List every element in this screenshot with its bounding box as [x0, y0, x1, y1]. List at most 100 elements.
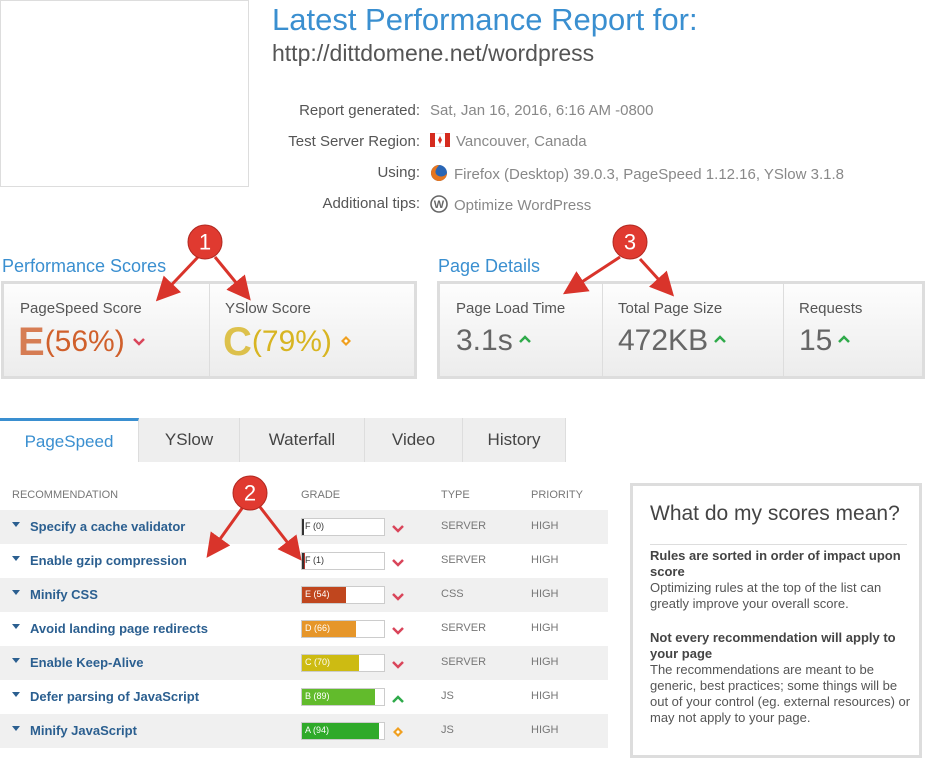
priority: HIGH: [531, 622, 559, 634]
grade-label: F (0): [305, 521, 324, 531]
report-url[interactable]: http://dittdomene.net/wordpress: [272, 40, 595, 66]
type: SERVER: [441, 554, 487, 566]
recommendation-row: Defer parsing of JavaScript B (89) JS HIGH: [0, 680, 608, 714]
site-thumbnail: [0, 0, 249, 187]
sidebar-title: What do my scores mean?: [650, 502, 900, 525]
grade-label: C (70): [305, 657, 331, 667]
priority: HIGH: [531, 588, 559, 600]
score-label: PageSpeed Score: [20, 300, 142, 317]
recommendation-name[interactable]: Enable gzip compression: [30, 553, 187, 568]
type: JS: [441, 724, 454, 736]
info-text: Vancouver, Canada: [456, 133, 587, 150]
column-header: TYPE: [441, 489, 470, 501]
grade-bar: C (70): [301, 654, 385, 672]
flag-icon: [429, 132, 451, 151]
column-header: RECOMMENDATION: [12, 489, 119, 501]
up-icon: [714, 331, 726, 349]
detail-value: 472KB: [618, 324, 726, 358]
tab[interactable]: Video: [365, 418, 463, 462]
recommendation-row: Enable gzip compression F (1) SERVER HIGH: [0, 544, 608, 578]
recommendation-name[interactable]: Defer parsing of JavaScript: [30, 689, 200, 704]
grade-fill: [302, 621, 357, 637]
info-label: Using:: [377, 164, 420, 181]
score-cell: YSlow Score C(79%): [209, 284, 415, 376]
grade-fill: [302, 553, 305, 569]
type: SERVER: [441, 520, 487, 532]
sidebar-section: Rules are sorted in order of impact upon…: [650, 548, 915, 612]
type: SERVER: [441, 656, 487, 668]
grade-bar: E (54): [301, 586, 385, 604]
recommendation-name[interactable]: Avoid landing page redirects: [30, 621, 208, 636]
recommendation-row: Enable Keep-Alive C (70) SERVER HIGH: [0, 646, 608, 680]
recommendation-name[interactable]: Specify a cache validator: [30, 519, 186, 534]
grade-fill: [302, 519, 304, 535]
recommendation-row: Minify CSS E (54) CSS HIGH: [0, 578, 608, 612]
priority: HIGH: [531, 724, 559, 736]
info-text: Sat, Jan 16, 2016, 6:16 AM -0800: [430, 102, 654, 119]
info-text: Firefox (Desktop) 39.0.3, PageSpeed 1.12…: [454, 165, 844, 183]
tab[interactable]: History: [463, 418, 566, 462]
grade-bar: A (94): [301, 722, 385, 740]
wordpress-icon: W: [430, 195, 448, 217]
up-icon: [392, 691, 404, 709]
info-label: Report generated:: [299, 102, 420, 119]
same-icon: [392, 725, 404, 743]
section-title: Page Details: [438, 256, 541, 276]
down-icon: [392, 589, 404, 607]
svg-text:W: W: [434, 199, 445, 211]
detail-number: 3.1s: [456, 324, 513, 357]
detail-value: 3.1s: [456, 324, 531, 358]
grade-label: A (94): [305, 725, 330, 735]
score-label: YSlow Score: [225, 300, 311, 317]
score-grade: E: [18, 320, 45, 364]
info-text: Optimize WordPress: [454, 196, 592, 214]
tab[interactable]: PageSpeed: [0, 418, 139, 462]
tab[interactable]: YSlow: [139, 418, 240, 462]
score-grade: C: [223, 320, 252, 364]
column-header: PRIORITY: [531, 489, 583, 501]
details-box: Page Load Time 3.1s Total Page Size 472KB Re…: [437, 281, 925, 379]
grade-fill: [302, 587, 347, 603]
column-header: GRADE: [301, 489, 341, 501]
detail-cell: Page Load Time 3.1s: [440, 284, 603, 376]
down-icon: [392, 521, 404, 539]
section-title: Performance Scores: [2, 256, 167, 276]
firefox-icon: [430, 164, 448, 186]
info-value: Sat, Jan 16, 2016, 6:16 AM -0800: [430, 102, 654, 119]
recommendation-name[interactable]: Enable Keep-Alive: [30, 655, 144, 670]
down-icon: [392, 555, 404, 573]
info-label: Test Server Region:: [288, 133, 420, 150]
tab[interactable]: Waterfall: [240, 418, 365, 462]
priority: HIGH: [531, 554, 559, 566]
detail-number: 15: [799, 324, 833, 357]
expand-caret: [12, 624, 20, 629]
expand-caret: [12, 590, 20, 595]
recommendation-row: Minify JavaScript A (94) JS HIGH: [0, 714, 608, 748]
priority: HIGH: [531, 520, 559, 532]
score-value: C(79%): [223, 320, 352, 365]
annotation-number: 3: [624, 230, 636, 255]
type: CSS: [441, 588, 464, 600]
recommendation-name[interactable]: Minify JavaScript: [30, 723, 137, 738]
grade-label: D (66): [305, 623, 331, 633]
sidebar-heading: Rules are sorted in order of impact upon…: [650, 548, 901, 579]
recommendation-name[interactable]: Minify CSS: [30, 587, 98, 602]
expand-caret: [12, 726, 20, 731]
detail-number: 472KB: [618, 324, 709, 357]
up-icon: [518, 331, 531, 349]
up-icon: [838, 331, 851, 349]
down-icon: [392, 623, 404, 641]
score-value: E(56%): [18, 320, 145, 365]
detail-label: Page Load Time: [456, 300, 566, 317]
down-icon: [132, 334, 145, 352]
info-value: Vancouver, Canada: [429, 132, 587, 151]
grade-label: F (1): [305, 555, 324, 565]
expand-caret: [12, 556, 20, 561]
detail-label: Total Page Size: [618, 300, 723, 317]
type: SERVER: [441, 622, 487, 634]
expand-caret: [12, 658, 20, 663]
priority: HIGH: [531, 656, 559, 668]
sidebar: What do my scores mean? Rules are sorted…: [630, 483, 922, 758]
score-cell: PageSpeed Score E(56%): [4, 284, 210, 376]
info-value: Firefox (Desktop) 39.0.3, PageSpeed 1.12…: [430, 164, 844, 186]
